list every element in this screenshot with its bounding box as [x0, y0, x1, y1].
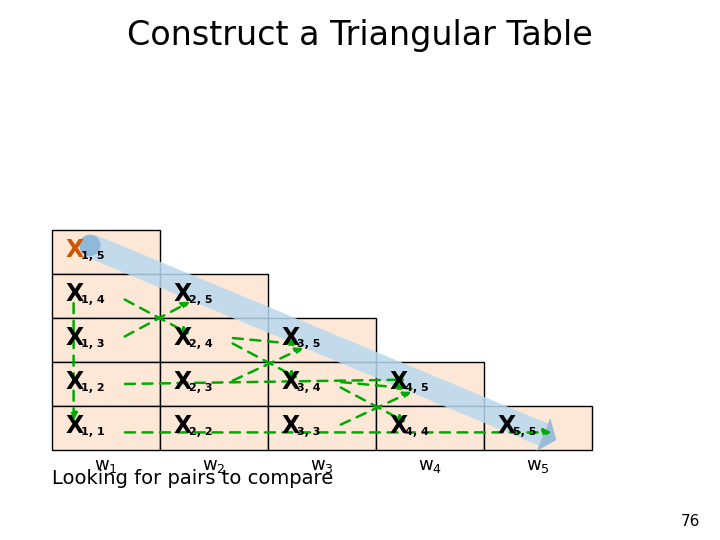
Text: X: X	[282, 326, 300, 350]
Text: Looking for pairs to compare: Looking for pairs to compare	[52, 469, 333, 488]
Text: X: X	[390, 414, 408, 438]
Text: 3, 5: 3, 5	[297, 339, 320, 349]
Bar	[52, 274, 160, 318]
Text: 1, 1: 1, 1	[81, 427, 104, 437]
Text: X: X	[390, 370, 408, 394]
Text: X: X	[174, 282, 192, 306]
Bar	[160, 406, 268, 450]
Bar	[376, 406, 484, 450]
Bar	[484, 406, 592, 450]
Text: w$_3$: w$_3$	[310, 457, 334, 475]
Text: w$_5$: w$_5$	[526, 457, 550, 475]
Bar	[160, 274, 268, 318]
Text: 2, 2: 2, 2	[189, 427, 212, 437]
Bar	[160, 318, 268, 362]
Text: 3, 3: 3, 3	[297, 427, 320, 437]
Text: 1, 2: 1, 2	[81, 383, 104, 393]
Text: X: X	[282, 370, 300, 394]
Text: 4, 5: 4, 5	[405, 383, 428, 393]
Text: X: X	[498, 414, 516, 438]
Text: 1, 4: 1, 4	[81, 295, 104, 305]
Bar	[52, 318, 160, 362]
Text: X: X	[174, 326, 192, 350]
Text: X: X	[66, 238, 84, 262]
Bar	[268, 406, 376, 450]
Text: X: X	[66, 326, 84, 350]
Text: Construct a Triangular Table: Construct a Triangular Table	[127, 18, 593, 51]
Text: X: X	[66, 414, 84, 438]
Circle shape	[80, 235, 100, 255]
Bar	[52, 406, 160, 450]
Text: X: X	[66, 282, 84, 306]
Text: 1, 3: 1, 3	[81, 339, 104, 349]
Text: X: X	[282, 414, 300, 438]
Text: 2, 5: 2, 5	[189, 295, 212, 305]
Bar	[376, 362, 484, 406]
Text: 1, 5: 1, 5	[81, 251, 104, 261]
Text: 76: 76	[680, 515, 700, 530]
Text: 2, 4: 2, 4	[189, 339, 212, 349]
Bar	[268, 318, 376, 362]
Text: 5, 5: 5, 5	[513, 427, 536, 437]
Text: X: X	[66, 370, 84, 394]
Text: 4, 4: 4, 4	[405, 427, 429, 437]
Text: w$_4$: w$_4$	[418, 457, 442, 475]
Text: w$_2$: w$_2$	[202, 457, 226, 475]
Polygon shape	[536, 418, 557, 451]
Polygon shape	[85, 234, 548, 446]
Bar	[52, 230, 160, 274]
Bar	[268, 362, 376, 406]
Text: 2, 3: 2, 3	[189, 383, 212, 393]
Text: 3, 4: 3, 4	[297, 383, 320, 393]
Text: X: X	[174, 370, 192, 394]
Bar	[160, 362, 268, 406]
Text: w$_1$: w$_1$	[94, 457, 118, 475]
Text: X: X	[174, 414, 192, 438]
Bar	[52, 362, 160, 406]
